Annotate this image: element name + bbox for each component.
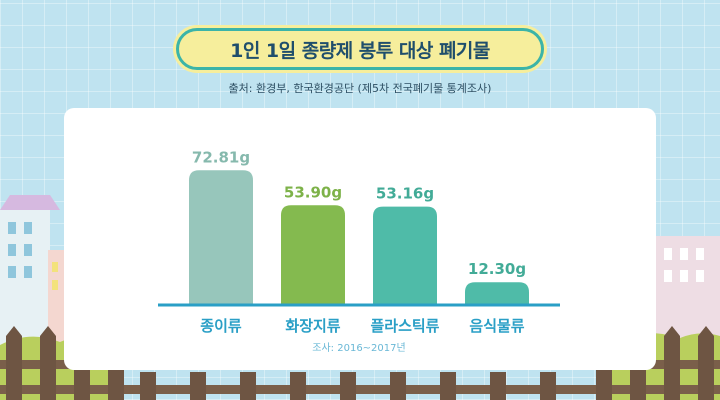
category-label-3: 플라스틱류 (370, 317, 439, 335)
bar-4 (465, 282, 529, 305)
bar-value-label-3: 53.16g (376, 185, 434, 203)
bar-3 (373, 206, 437, 305)
bar-value-label-1: 72.81g (192, 148, 250, 166)
bar-1 (189, 170, 253, 305)
chart-card: 72.81g 종이류 53.90g 화장지류 53.16g 플라스틱류 12.30g 음식물류… (64, 108, 656, 370)
survey-period-note: 조사: 2016~2017년 (312, 342, 405, 354)
chart-title: 1인 1일 종량제 봉투 대상 폐기물 (230, 39, 490, 62)
bar-value-label-4: 12.30g (468, 260, 526, 278)
title-banner: 1인 1일 종량제 봉투 대상 폐기물 (176, 28, 544, 70)
category-label-4: 음식물류 (469, 317, 524, 335)
bar-value-label-2: 53.90g (284, 183, 342, 201)
category-label-1: 종이류 (200, 317, 242, 335)
bar-chart: 72.81g 종이류 53.90g 화장지류 53.16g 플라스틱류 12.30g 음식물류… (158, 148, 560, 354)
category-label-2: 화장지류 (285, 317, 340, 335)
bar-2 (281, 205, 345, 305)
source-caption: 출처: 환경부, 한국환경공단 (제5차 전국폐기물 통계조사) (228, 82, 492, 95)
